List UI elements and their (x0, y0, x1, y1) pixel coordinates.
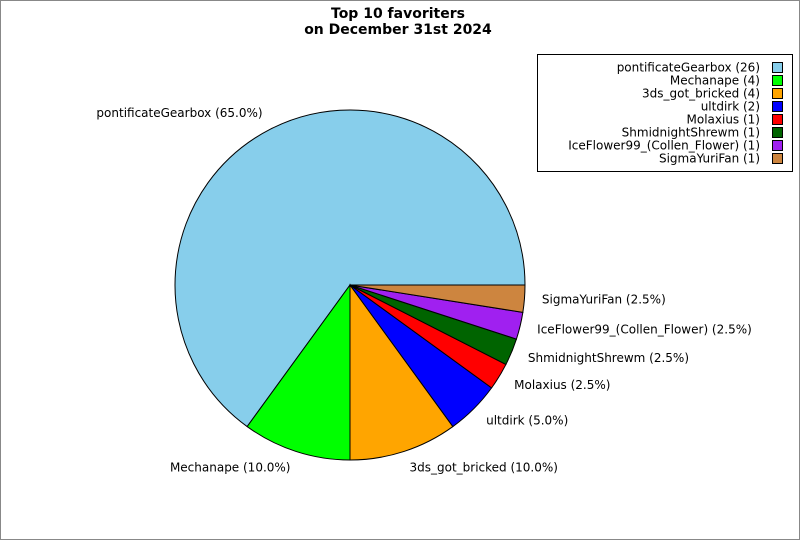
slice-label: IceFlower99_(Collen_Flower) (2.5%) (537, 322, 752, 336)
legend-swatch (772, 62, 783, 73)
slice-label: Molaxius (2.5%) (514, 378, 610, 392)
legend-swatch (772, 88, 783, 99)
slice-label: 3ds_got_bricked (10.0%) (409, 461, 557, 475)
legend-label: ultdirk (2) (701, 100, 760, 114)
pie-slice (174, 109, 526, 428)
legend-label: SigmaYuriFan (1) (659, 152, 760, 166)
slice-label: ultdirk (5.0%) (486, 414, 568, 428)
legend-swatch (772, 153, 783, 164)
slice-label: Mechanape (10.0%) (170, 461, 291, 475)
slice-label: SigmaYuriFan (2.5%) (542, 293, 666, 307)
pie-slice (349, 284, 526, 313)
legend-swatch (772, 75, 783, 86)
legend-label: ShmidnightShrewm (1) (622, 126, 760, 140)
legend-label: 3ds_got_bricked (4) (642, 87, 760, 101)
pie-slice (349, 283, 454, 461)
legend-swatch (772, 127, 783, 138)
chart-title: Top 10 favoriters (331, 6, 465, 22)
chart-title: on December 31st 2024 (304, 22, 492, 38)
slice-label: pontificateGearbox (65.0%) (96, 106, 262, 120)
legend-swatch (772, 140, 783, 151)
slice-label: ShmidnightShrewm (2.5%) (528, 351, 689, 365)
legend-swatch (772, 101, 783, 112)
legend-label: Molaxius (1) (687, 113, 761, 127)
legend-label: Mechanape (4) (670, 74, 760, 88)
legend-swatch (772, 114, 783, 125)
pie-slice (246, 283, 351, 461)
legend-label: pontificateGearbox (26) (617, 61, 760, 75)
legend-box (537, 54, 793, 172)
legend-label: IceFlower99_(Collen_Flower) (1) (568, 139, 760, 153)
